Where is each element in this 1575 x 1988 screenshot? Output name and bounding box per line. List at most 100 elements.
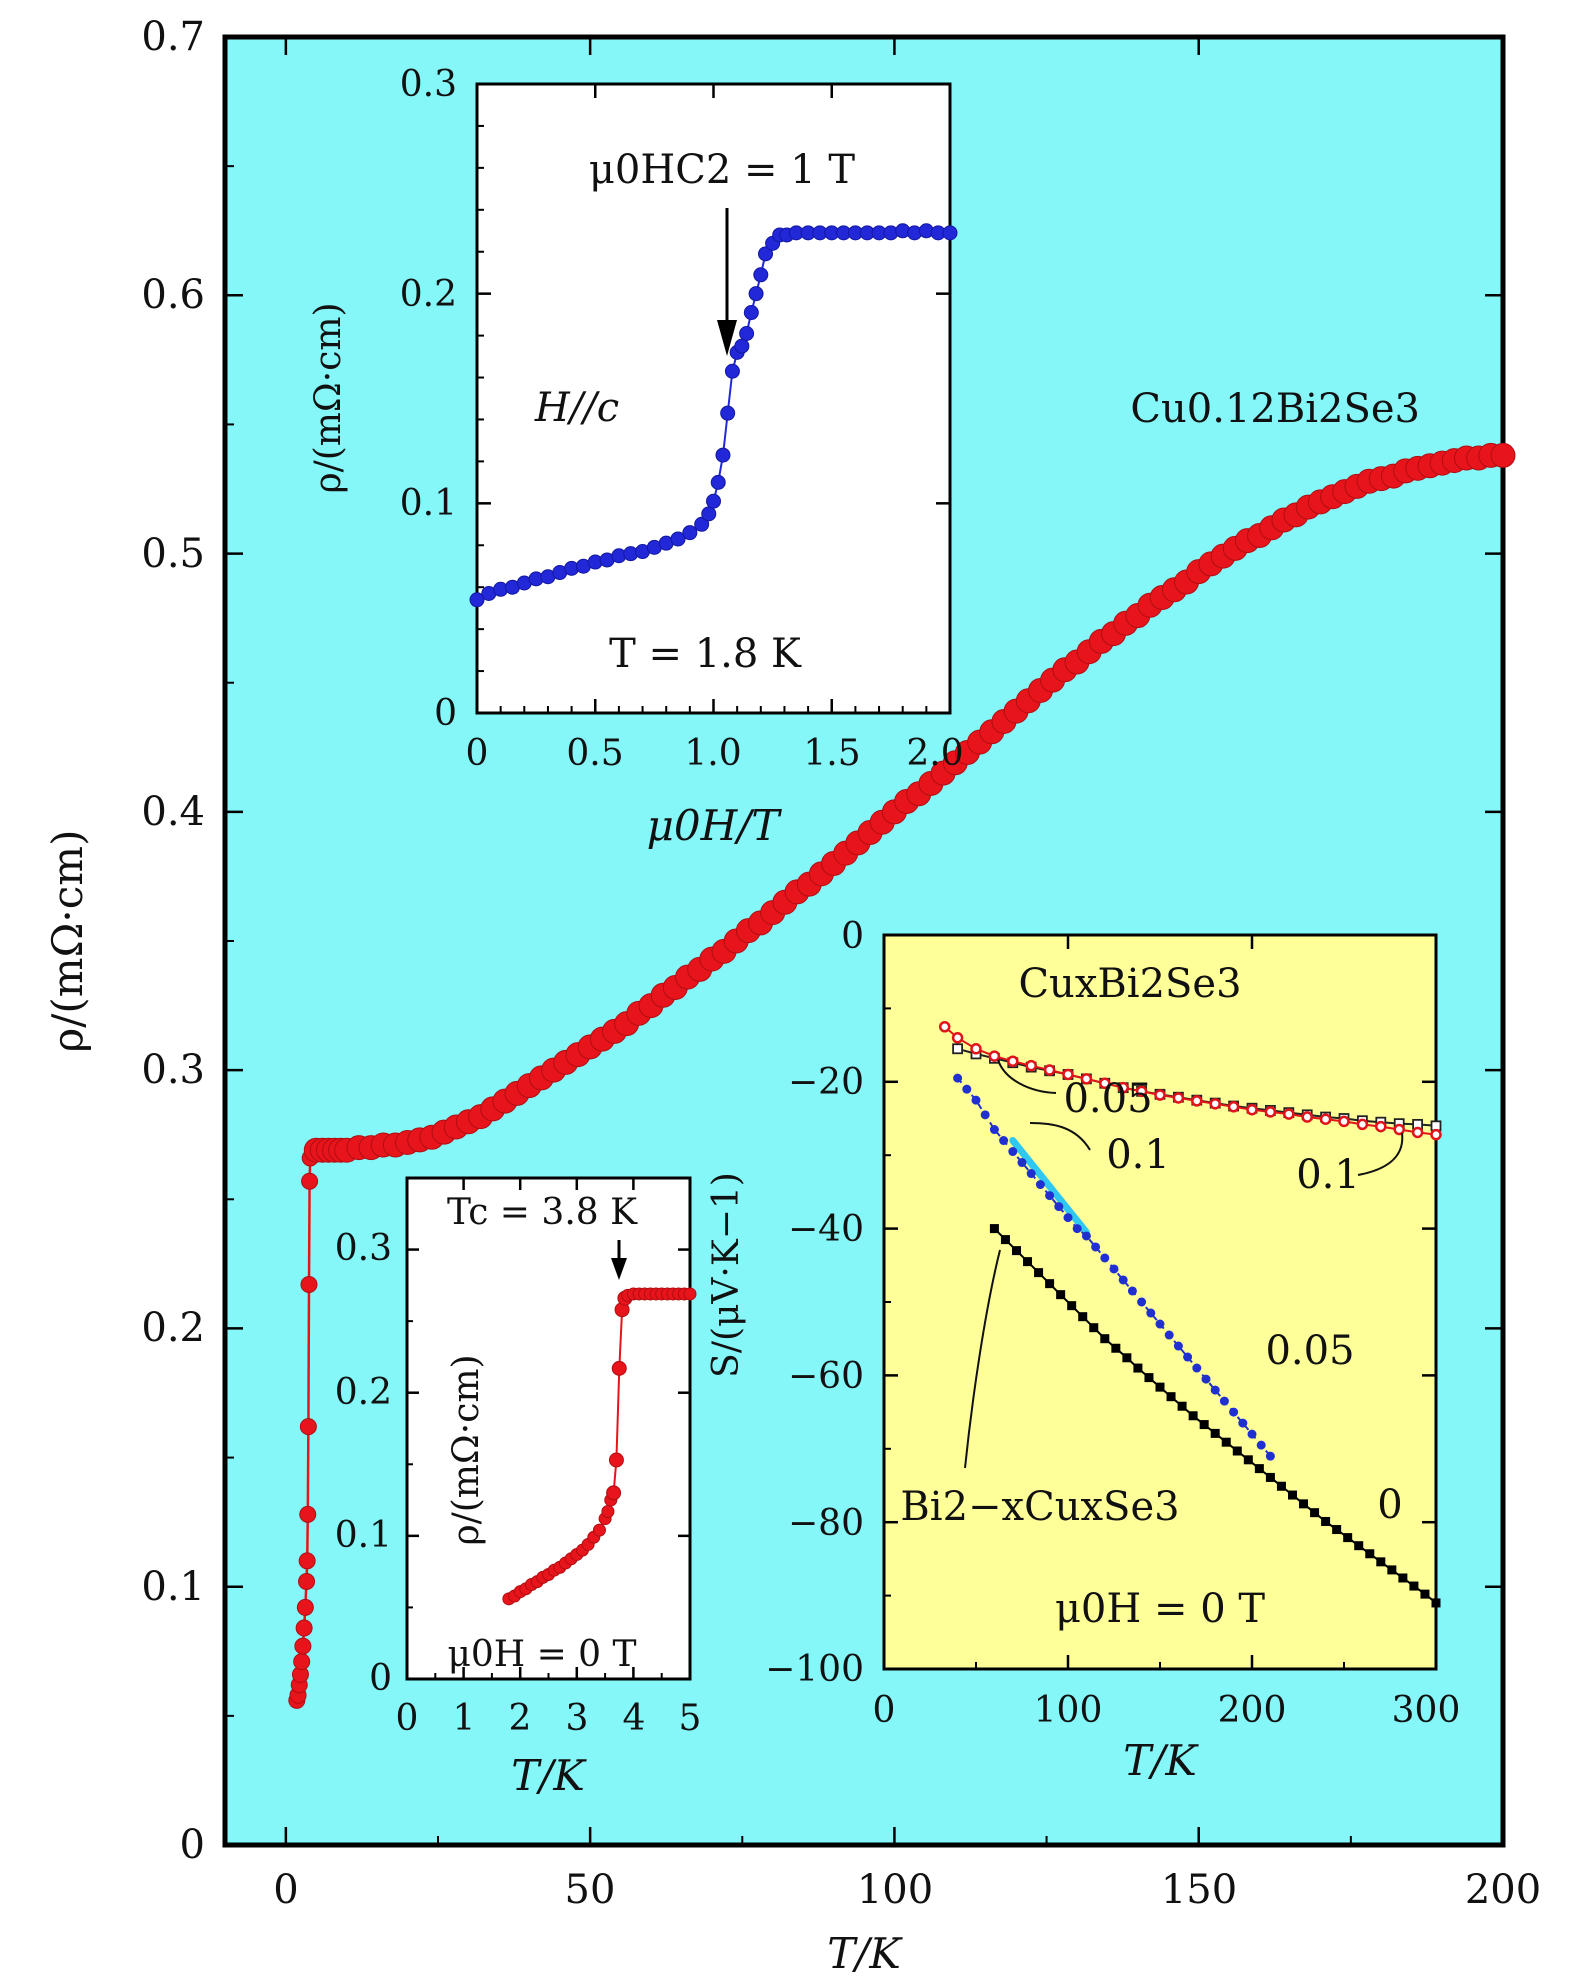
- main-data-point: [299, 1505, 317, 1523]
- inset-seebeck-point-bi-x-0: [1420, 1589, 1430, 1599]
- inset-seebeck-point-bi-x-0: [1111, 1343, 1121, 1353]
- inset-field-data-point: [701, 506, 717, 522]
- annotation-arrows: [611, 208, 737, 1280]
- inset-seebeck-point-bi-x-0-1: [1100, 1253, 1110, 1263]
- inset-seebeck-point-bi-x-0-1: [953, 1073, 963, 1083]
- main-y-tick-label: 0.5: [141, 531, 205, 577]
- inset-lowT-field-annotation: μ0H = 0 T: [447, 1634, 636, 1675]
- inset-lowT-data-point: [611, 1360, 627, 1376]
- inset-seebeck-point-bi-x-0-1: [1247, 1429, 1257, 1439]
- inset-seebeck-point-bi-x-0: [1199, 1420, 1209, 1430]
- inset-lowT-data-point: [608, 1452, 624, 1468]
- leader-cu-0-05: [997, 1059, 1057, 1094]
- inset-seebeck-point-bi-x-0-1: [1146, 1308, 1156, 1318]
- inset-field-y-axis-label: ρ/(mΩ·cm): [308, 302, 349, 493]
- inset-seebeck-point-bi-x-0-1: [989, 1125, 999, 1135]
- inset-seebeck-point-bi-x-0-1: [1210, 1385, 1220, 1395]
- inset-field-data-point: [734, 338, 750, 354]
- inset-seebeck-point-bi-x-0: [1243, 1455, 1253, 1465]
- inset-seebeck-y-tick-label: −40: [788, 1209, 864, 1250]
- inset-lowT-y-tick-labels: 0 0.1 0.2 0.3: [335, 1228, 392, 1699]
- main-data-point: [293, 1653, 311, 1671]
- inset-seebeck-point-cu-x-0-1: [1393, 1123, 1405, 1136]
- inset-seebeck-point-bi-x-0-1: [971, 1095, 981, 1105]
- inset-seebeck-point-cu-x-0-1: [1264, 1106, 1277, 1118]
- inset-seebeck-group-bi-label: Bi2−xCuxSe3: [900, 1484, 1179, 1530]
- inset-seebeck-point-bi-x-0-1: [1229, 1407, 1239, 1417]
- inset-seebeck-x-tick-label: 0: [873, 1690, 896, 1731]
- inset-seebeck-point-bi-x-0-1: [1164, 1330, 1174, 1340]
- main-data-point: [300, 1276, 318, 1294]
- main-data-point: [1490, 442, 1516, 468]
- inset-seebeck-x-tick-label: 100: [1034, 1690, 1103, 1731]
- inset-seebeck-point-bi-x-0-1: [1045, 1191, 1055, 1201]
- inset-field-x-tick-label: 1.0: [684, 733, 741, 774]
- inset-seebeck-y-tick-label: −20: [788, 1062, 864, 1103]
- inset-seebeck-y-axis-label: S/(μV·K−1): [706, 1172, 747, 1378]
- inset-seebeck-point-cu-x-0-1: [1356, 1118, 1369, 1131]
- inset-seebeck-highlight: [1009, 1137, 1090, 1236]
- main-x-tick-label: 200: [1465, 1867, 1541, 1913]
- inset-seebeck-point-bi-x-0-1: [999, 1136, 1009, 1146]
- inset-field-data-point: [720, 405, 736, 421]
- inset-seebeck-point-cu-x-0-1: [988, 1050, 1001, 1062]
- inset-seebeck-point-cu-x-0-1: [1117, 1081, 1129, 1094]
- inset-field-data-point: [724, 363, 740, 379]
- inset-seebeck-series-cu-x-0-1: [944, 1026, 1437, 1136]
- inset-field-panel: 0 0.1 0.2 0.3 0 0.5 1.0 1.5 2.0 μ0H/T ρ/…: [308, 64, 964, 850]
- inset-seebeck-point-bi-x-0: [1387, 1565, 1397, 1575]
- inset-seebeck-point-bi-x-0: [1166, 1392, 1176, 1402]
- inset-field-y-tick-label: 0.1: [400, 483, 457, 524]
- inset-seebeck-point-bi-x-0-1: [962, 1084, 972, 1094]
- inset-seebeck-point-bi-x-0: [1354, 1541, 1364, 1551]
- inset-seebeck-point-bi-x-0-1: [1072, 1224, 1082, 1234]
- inset-seebeck-point-cu-x-0-1: [951, 1032, 964, 1044]
- inset-field-y-tick-labels: 0 0.1 0.2 0.3: [400, 64, 457, 734]
- inset-seebeck-point-bi-x-0: [1409, 1581, 1419, 1591]
- leader-bi-0-1: [1029, 1122, 1091, 1151]
- inset-field-hc2-annotation: μ0HC2 = 1 T: [589, 147, 855, 193]
- inset-seebeck-marks: [938, 1021, 1442, 1608]
- inset-seebeck-y-tick-label: 0: [841, 916, 864, 957]
- main-data-point: [298, 1573, 316, 1591]
- inset-seebeck-point-bi-x-0: [1265, 1472, 1275, 1482]
- main-ticks: [225, 35, 1505, 1847]
- inset-seebeck-point-cu-x-0-1: [1062, 1068, 1074, 1081]
- main-data-point: [294, 1637, 312, 1655]
- inset-seebeck-point-cu-x-0-1: [1227, 1101, 1240, 1113]
- inset-lowT-y-tick-label: 0: [369, 1658, 392, 1699]
- inset-lowT-x-tick-labels: 0 1 2 3 4 5: [396, 1698, 702, 1739]
- inset-seebeck-point-cu-x-0-1: [1043, 1064, 1056, 1076]
- inset-seebeck-point-bi-x-0-1: [1081, 1231, 1091, 1241]
- inset-seebeck-label-cu-0-1: 0.1: [1296, 1152, 1360, 1198]
- inset-field-data-point: [715, 447, 731, 463]
- inset-seebeck-point-bi-x-0: [1089, 1323, 1099, 1333]
- inset-seebeck-point-cu-x-0-1: [1338, 1115, 1350, 1128]
- inset-seebeck-point-cu-x-0-1: [970, 1043, 982, 1055]
- inset-seebeck-point-bi-x-0: [1398, 1573, 1408, 1583]
- inset-seebeck-point-cu-x-0-1: [938, 1021, 951, 1033]
- inset-seebeck-point-cu-x-0-1: [1375, 1120, 1387, 1133]
- main-x-tick-label: 50: [565, 1867, 616, 1913]
- main-y-tick-label: 0.6: [141, 272, 205, 318]
- leader-cu-0-1: [1357, 1132, 1404, 1176]
- inset-seebeck-point-cu-x-0-1: [1080, 1073, 1093, 1085]
- inset-seebeck-x-axis-label: T/K: [1123, 1736, 1199, 1785]
- inset-seebeck-point-bi-x-0-1: [1035, 1180, 1045, 1190]
- inset-lowT-y-tick-label: 0.3: [335, 1228, 392, 1269]
- main-data-point: [301, 1172, 319, 1190]
- inset-seebeck-point-bi-x-0-1: [1238, 1418, 1248, 1428]
- inset-seebeck-point-bi-x-0: [1144, 1373, 1154, 1383]
- inset-seebeck-point-bi-x-0: [1221, 1437, 1231, 1447]
- inset-field-x-tick-label: 2.0: [906, 733, 963, 774]
- main-data-point: [298, 1552, 316, 1570]
- inset-seebeck-point-bi-x-0-1: [1155, 1319, 1165, 1329]
- inset-seebeck-point-bi-x-0: [1310, 1508, 1320, 1518]
- inset-seebeck-point-cu-x-0-1: [1209, 1098, 1221, 1110]
- inset-lowT-plot-area: [405, 1176, 692, 1681]
- inset-seebeck-point-bi-x-0: [1045, 1279, 1055, 1289]
- main-x-tick-labels: 0 50 100 150 200: [273, 1867, 1541, 1913]
- inset-lowT-data-point: [606, 1485, 622, 1501]
- inset-seebeck-y-tick-labels: 0 −20 −40 −60 −80 −100: [765, 916, 864, 1690]
- inset-seebeck-point-bi-x-0: [1011, 1246, 1021, 1256]
